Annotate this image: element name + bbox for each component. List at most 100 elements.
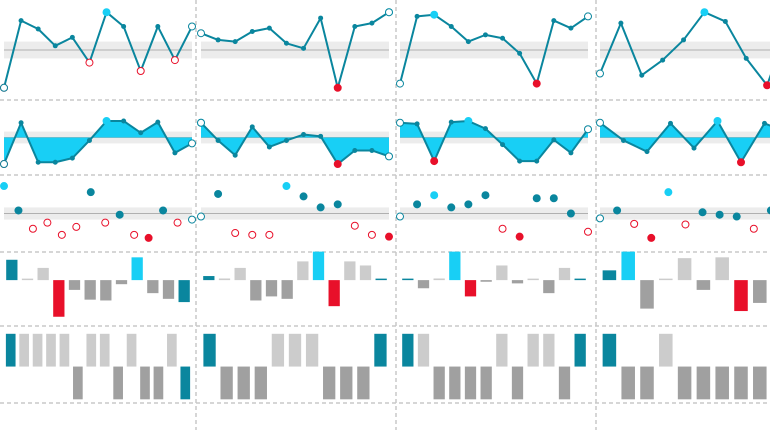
sparkline-series-line [3, 119, 193, 165]
data-point [155, 23, 161, 29]
dot-point [231, 229, 240, 238]
loss-bar [715, 366, 729, 400]
data-point [35, 26, 41, 32]
data-point [691, 145, 697, 151]
data-point [482, 126, 488, 132]
dot-point [698, 208, 707, 217]
loss-bar [357, 366, 370, 400]
win-bar [574, 333, 586, 367]
loss-bar [621, 366, 635, 400]
data-point [155, 119, 161, 125]
data-point [482, 32, 488, 38]
loss-bar [340, 366, 353, 400]
column-bar [359, 265, 372, 281]
column-bar [449, 251, 461, 281]
column-bar [68, 280, 81, 290]
dot-point [188, 215, 196, 224]
win-bar [203, 333, 216, 367]
first-marker [396, 118, 404, 127]
sparkline-cells [0, 8, 770, 400]
loss-bar [480, 366, 492, 400]
data-point [618, 20, 624, 26]
column-bar [574, 278, 586, 281]
first-marker [596, 69, 604, 78]
winloss-sparkline-1 [5, 333, 191, 400]
dot-point [613, 206, 622, 215]
data-point [318, 133, 324, 139]
loss-bar [254, 366, 267, 400]
low-marker [737, 158, 745, 167]
dot-point [130, 230, 139, 239]
win-bar [659, 333, 673, 367]
min-max-open-marker [85, 58, 94, 67]
data-point [644, 149, 650, 155]
data-point [86, 137, 92, 143]
column-bar [100, 280, 112, 301]
column-bar [297, 261, 309, 281]
last-marker [188, 139, 196, 148]
dot-point [430, 191, 439, 200]
dot-point [584, 227, 592, 236]
data-point [138, 130, 144, 136]
loss-bar [140, 366, 150, 400]
dot-sparkline-2 [197, 182, 393, 241]
dot-point [385, 232, 393, 241]
dot-point [159, 206, 168, 215]
data-point [172, 150, 178, 156]
win-bar [417, 333, 430, 367]
data-point [668, 120, 673, 126]
loss-bar [153, 366, 164, 400]
dot-point [0, 182, 8, 191]
win-bar [374, 333, 387, 367]
data-point [301, 45, 307, 51]
loss-bar [73, 366, 83, 400]
data-point [52, 159, 58, 165]
sparkline-series-line [200, 122, 390, 166]
data-point [500, 35, 506, 41]
area-fill [600, 120, 770, 163]
data-point [283, 137, 289, 143]
column-bar [147, 280, 159, 294]
dot-point [596, 214, 604, 223]
dot-sparkline-1 [0, 182, 196, 242]
win-bar [602, 333, 617, 367]
dot-point [248, 230, 257, 239]
win-bar [527, 333, 539, 367]
winloss-sparkline-3 [402, 333, 586, 400]
data-point [318, 15, 324, 21]
column-bar [417, 280, 430, 289]
column-sparkline-2 [203, 251, 387, 307]
column-bar [696, 280, 711, 290]
column-bar [621, 251, 635, 281]
column-bar [250, 280, 262, 301]
dot-point [367, 230, 376, 239]
data-point [639, 72, 645, 78]
column-bar [543, 280, 555, 294]
loss-bar [433, 366, 445, 400]
line-sparkline-1 [0, 8, 196, 92]
dot-point [749, 224, 758, 233]
loss-bar [734, 366, 748, 400]
column-bar [677, 258, 692, 281]
column-bar [131, 257, 143, 281]
first-marker [0, 83, 8, 92]
first-marker [197, 29, 205, 38]
win-bar [19, 333, 29, 367]
column-bar [162, 280, 175, 299]
data-point [762, 120, 767, 126]
data-point [69, 34, 75, 40]
data-point [18, 18, 24, 24]
data-point [369, 20, 375, 26]
sparkline-column-3 [396, 10, 592, 400]
loss-bar [511, 366, 524, 400]
dot-point [282, 182, 291, 191]
column-sparkline-3 [402, 251, 586, 297]
data-point [414, 13, 420, 19]
column-bar [402, 278, 414, 281]
win-bar [305, 333, 319, 367]
dot-point [481, 191, 490, 200]
sparkline-column-4 [596, 8, 770, 400]
column-bar [344, 261, 356, 281]
loss-bar [113, 366, 123, 400]
dot-point [333, 200, 342, 209]
